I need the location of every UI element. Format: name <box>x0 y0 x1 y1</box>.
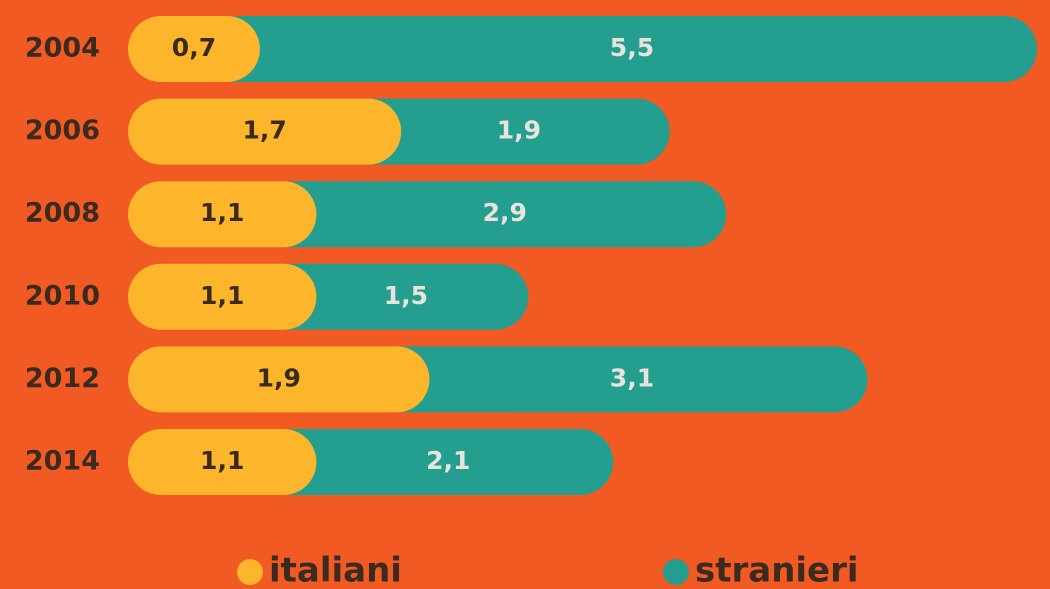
value-label: 3,1 <box>610 363 654 392</box>
value-label: 0,7 <box>172 33 216 62</box>
value-label: 2,1 <box>426 446 470 475</box>
legend-label: stranieri <box>695 551 859 589</box>
y-tick-label: 2006 <box>25 115 100 146</box>
value-label: 1,7 <box>242 116 286 145</box>
bar-segment <box>193 16 1038 82</box>
y-tick-label: 2014 <box>25 446 100 477</box>
bar-segment <box>128 429 317 495</box>
value-label: 1,5 <box>384 281 428 310</box>
bar-segment <box>128 181 317 248</box>
value-label: 1,1 <box>200 446 244 475</box>
bar-segment <box>250 429 614 495</box>
value-label: 1,9 <box>257 363 301 392</box>
value-label: 1,1 <box>200 281 244 310</box>
bar-segment <box>128 16 260 82</box>
y-tick-label: 2008 <box>25 198 100 229</box>
legend-swatch <box>237 559 263 585</box>
value-label: 5,5 <box>610 33 654 62</box>
y-tick-label: 2010 <box>25 280 100 311</box>
bar-segment <box>335 98 670 165</box>
bar-segment <box>250 181 727 248</box>
y-tick-label: 2012 <box>25 363 100 394</box>
bar-segment <box>128 98 402 165</box>
legend-label: italiani <box>269 551 402 589</box>
value-label: 1,9 <box>497 116 541 145</box>
bar-segment <box>128 346 430 413</box>
y-tick-label: 2004 <box>25 33 100 64</box>
bar-segment <box>250 263 529 330</box>
bar-segment <box>363 346 868 413</box>
bar-segment <box>128 263 317 330</box>
legend-swatch <box>663 559 689 585</box>
value-label: 1,1 <box>200 198 244 227</box>
value-label: 2,9 <box>483 198 527 227</box>
